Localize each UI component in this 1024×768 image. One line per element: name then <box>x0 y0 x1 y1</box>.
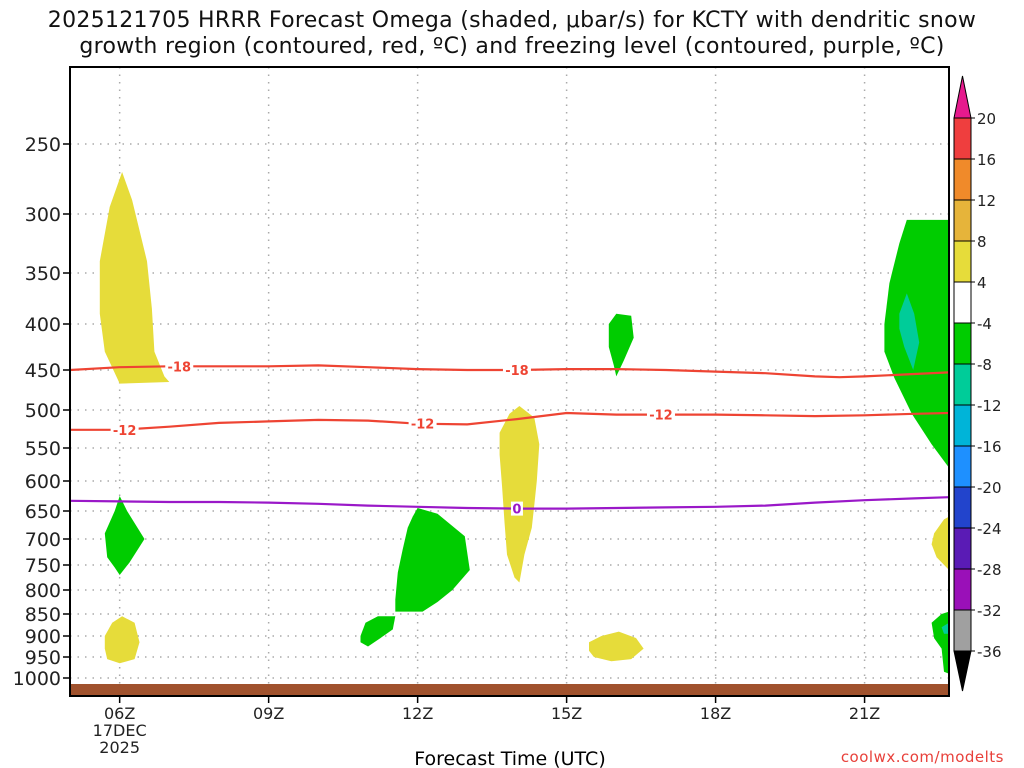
omega-region-sinking-22z-strong <box>899 293 920 370</box>
y-tick-label-250: 250 <box>25 134 61 156</box>
omega-region-sinking-12z-mid <box>395 508 470 612</box>
y-tick-label-550: 550 <box>25 438 61 460</box>
x-tick-label-15Z: 15Z <box>551 704 582 723</box>
x-tick-sublabel-06Z-0: 17DEC <box>93 721 147 740</box>
y-tick-label-300: 300 <box>25 204 61 226</box>
colorbar-bin-8-to-12 <box>953 199 972 242</box>
contour-label-dendritic-minus12-1: -12 <box>411 418 435 433</box>
omega-region-rising-22z-mid <box>931 516 949 570</box>
omega-region-sinking-11z-low <box>360 616 396 647</box>
contour-label-bg-freezing-0-0 <box>510 501 523 516</box>
contours: -18 -18 -12 -12 -12 0 <box>70 359 949 518</box>
contour-label-dendritic-minus18-1: -18 <box>505 364 529 379</box>
x-tick-label-21Z: 21Z <box>849 704 880 723</box>
colorbar-bin--12-to--8 <box>953 363 972 406</box>
omega-region-sinking-16z-upper <box>608 313 634 377</box>
y-tick-label-350: 350 <box>25 263 61 285</box>
y-tick-label-400: 400 <box>25 314 61 336</box>
contour-label-bg-dendritic-minus12-0 <box>110 422 139 437</box>
contour-label-bg-dendritic-minus18-0 <box>165 359 194 374</box>
chart-title-line2: growth region (contoured, red, ºC) and f… <box>79 34 945 59</box>
colorbar: 20 16 12 8 4 -4 -8 -12 -16 -20 -24 -28 -32 -36 <box>953 75 1002 692</box>
colorbar-bin--20-to--16 <box>953 445 972 488</box>
omega-region-rising-6z-low <box>104 616 140 664</box>
x-tick-label-09Z: 09Z <box>253 704 284 723</box>
colorbar-bin--8-to--4 <box>953 322 972 365</box>
omega-region-sinking-22z-low-core <box>941 622 949 634</box>
y-tick-label-1000: 1000 <box>13 668 61 690</box>
y-tick-label-650: 650 <box>25 501 61 523</box>
colorbar-bin--24-to--20 <box>953 486 972 529</box>
chart-title-line1: 2025121705 HRRR Forecast Omega (shaded, … <box>47 8 977 33</box>
x-tick-label-18Z: 18Z <box>700 704 731 723</box>
colorbar-bin--32-to--28 <box>953 568 972 611</box>
colorbar-bin--16-to--12 <box>953 404 972 447</box>
colorbar-label-8: 8 <box>977 233 987 251</box>
ground-bar <box>70 684 949 695</box>
y-tick-label-850: 850 <box>25 604 61 626</box>
colorbar-label--32: -32 <box>977 602 1002 620</box>
y-tick-label-750: 750 <box>25 555 61 577</box>
colorbar-top-arrow <box>953 75 972 119</box>
colorbar-label-16: 16 <box>977 151 996 169</box>
contour-label-dendritic-minus12-0: -12 <box>113 424 137 439</box>
colorbar-bin--28-to--24 <box>953 527 972 570</box>
credit-text: coolwx.com/modelts <box>840 748 1004 766</box>
colorbar-bin--36-to--32 <box>953 609 972 652</box>
contour-label-bg-dendritic-minus12-2 <box>646 407 675 422</box>
plot-frame <box>69 66 950 697</box>
colorbar-label--12: -12 <box>977 397 1002 415</box>
colorbar-label--4: -4 <box>977 315 992 333</box>
colorbar-label--8: -8 <box>977 356 992 374</box>
x-tick-sublabel-06Z-1: 2025 <box>99 738 140 757</box>
contour-label-dendritic-minus18-0: -18 <box>168 360 192 375</box>
contour-dendritic-minus18 <box>70 364 949 379</box>
y-tick-label-700: 700 <box>25 529 61 551</box>
omega-region-sinking-6z-mid <box>104 496 145 575</box>
colorbar-label-4: 4 <box>977 274 987 292</box>
y-tick-label-900: 900 <box>25 626 61 648</box>
colorbar-label--28: -28 <box>977 561 1002 579</box>
contour-label-bg-dendritic-minus18-1 <box>502 363 531 377</box>
chart-title: 2025121705 HRRR Forecast Omega (shaded, … <box>0 8 1024 60</box>
y-tick-label-450: 450 <box>25 360 61 382</box>
plot-background <box>70 67 949 696</box>
colorbar-bin-4-to-8 <box>953 240 972 283</box>
y-axis: 2503003504004505005506006507007508008509… <box>13 134 70 690</box>
colorbar-bottom-arrow <box>953 650 972 692</box>
x-tick-label-06Z: 06Z <box>104 704 135 723</box>
colorbar-label--20: -20 <box>977 479 1002 497</box>
omega-shading <box>99 172 949 674</box>
contour-label-bg-dendritic-minus12-1 <box>408 416 437 431</box>
colorbar-label--36: -36 <box>977 643 1002 661</box>
y-tick-label-950: 950 <box>25 647 61 669</box>
colorbar-label-20: 20 <box>977 110 996 128</box>
contour-label-freezing-0-0: 0 <box>512 503 521 518</box>
omega-region-rising-16z-low <box>589 631 644 662</box>
omega-region-rising-6z-upper <box>99 172 170 384</box>
colorbar-bin-16-to-20 <box>953 117 972 160</box>
y-tick-label-600: 600 <box>25 471 61 493</box>
x-tick-label-12Z: 12Z <box>402 704 433 723</box>
y-tick-label-800: 800 <box>25 580 61 602</box>
contour-dendritic-minus12 <box>70 411 949 431</box>
colorbar-label--16: -16 <box>977 438 1002 456</box>
colorbar-label-12: 12 <box>977 192 996 210</box>
colorbar-bin-12-to-16 <box>953 158 972 201</box>
y-tick-label-500: 500 <box>25 400 61 422</box>
colorbar-label--24: -24 <box>977 520 1002 538</box>
colorbar-bin--4-to-4 <box>953 281 972 324</box>
x-axis-label: Forecast Time (UTC) <box>414 748 605 768</box>
omega-region-rising-14z <box>499 406 540 583</box>
contour-label-dendritic-minus12-2: -12 <box>649 409 673 424</box>
